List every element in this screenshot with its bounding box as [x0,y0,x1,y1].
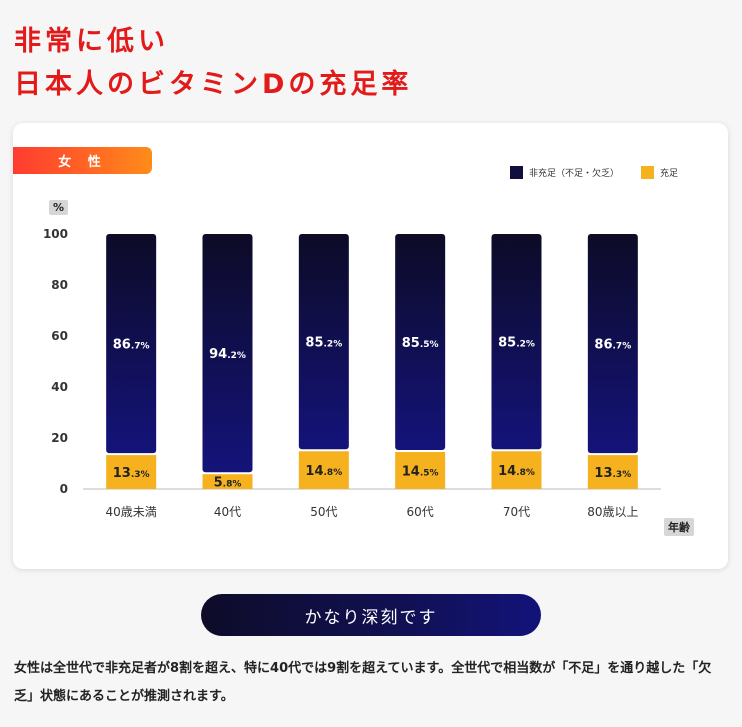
y-tick-label: 20 [51,431,68,445]
gender-tag: 女 性 [13,147,152,174]
severity-button[interactable]: かなり深刻です [201,594,541,636]
legend-label-satisfied: 充足 [660,169,679,179]
x-category-label: 50代 [310,505,337,519]
legend-item-satisfied: 充足 [641,166,678,179]
stacked-bar-chart: 0 20 40 60 80 100 86.7% 13.3% 40歳未満 94.2% 5.8% 40代 8… [43,227,661,519]
bar-label-satisfied: 14.5% [402,465,439,480]
bar-label-satisfied: 13.3% [113,466,150,481]
x-category-label: 40代 [214,505,241,519]
y-tick-label: 80 [51,278,68,292]
y-tick-label: 0 [60,482,68,496]
x-category-label: 60代 [407,505,434,519]
bar-label-unsatisfied: 85.2% [498,336,535,351]
bar-label-satisfied: 14.8% [305,464,342,479]
x-category-label: 40歳未満 [106,505,157,519]
bar-satisfied [298,451,349,489]
y-unit-badge: % [49,200,69,215]
legend-label-unsatisfied: 非充足（不足・欠乏） [529,169,620,179]
x-unit-badge: 年齢 [664,518,694,536]
bar-label-unsatisfied: 86.7% [113,338,150,353]
bar-label-satisfied: 14.8% [498,464,535,479]
legend-swatch-satisfied [641,166,655,179]
title-line-1: 非常に低い [14,26,169,57]
bar-satisfied [491,451,542,489]
bar-unsatisfied [587,234,638,454]
x-category-label: 70代 [503,505,530,519]
bar-satisfied [587,455,638,489]
bar-satisfied [395,452,446,489]
title-line-2: 日本人のビタミンDの充足率 [14,69,413,100]
chart-card: 女 性 非充足（不足・欠乏） 充足 % 年齢 0 20 40 60 80 100 86.7%… [13,123,728,569]
x-category-label: 80歳以上 [587,505,638,519]
legend-swatch-unsatisfied [510,166,523,179]
bar-satisfied [202,474,253,489]
y-tick-label: 60 [51,329,68,343]
description-text: 女性は全世代で非充足者が8割を超え、特に40代では9割を超えています。全世代で相… [14,661,712,704]
chart-legend: 非充足（不足・欠乏） 充足 [510,166,700,179]
bar-unsatisfied [298,234,349,450]
legend-item-unsatisfied: 非充足（不足・欠乏） [510,166,619,179]
y-tick-label: 40 [51,380,68,394]
bar-label-unsatisfied: 94.2% [209,347,246,362]
bar-unsatisfied [491,234,542,450]
bar-unsatisfied [395,234,446,451]
bar-satisfied [106,455,157,489]
bar-unsatisfied [106,234,157,454]
bar-label-unsatisfied: 85.5% [402,336,439,351]
bar-label-unsatisfied: 85.2% [305,336,342,351]
bar-unsatisfied [202,234,253,473]
bar-label-satisfied: 5.8% [214,476,242,491]
page-title: 非常に低い 日本人のビタミンDの充足率 [14,20,412,106]
bar-label-unsatisfied: 86.7% [594,338,631,353]
bar-label-satisfied: 13.3% [594,466,631,481]
y-tick-label: 100 [43,227,68,241]
